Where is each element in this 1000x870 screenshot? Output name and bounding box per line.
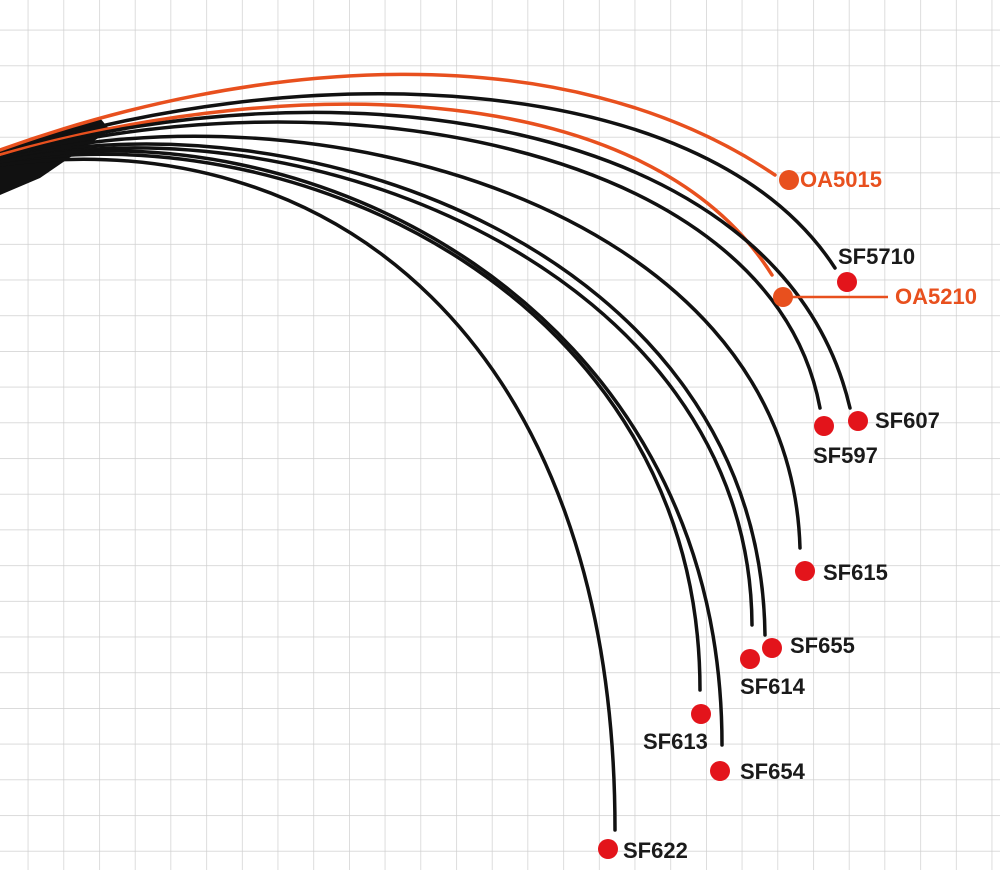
rod-curve <box>0 92 837 270</box>
rod-curve <box>0 110 852 410</box>
tip-dot <box>795 561 815 581</box>
rod-curve <box>0 157 617 832</box>
rod-curve <box>0 142 767 637</box>
tip-dot <box>779 170 799 190</box>
rod-curve <box>0 146 754 627</box>
tip-dot <box>848 411 868 431</box>
tip-dot <box>598 839 618 859</box>
rod-label: SF655 <box>790 633 855 658</box>
rod-label: SF607 <box>875 408 940 433</box>
tip-dot <box>814 416 834 436</box>
rod-label: SF597 <box>813 443 878 468</box>
rod-curve <box>0 120 822 410</box>
tip-dot <box>773 287 793 307</box>
rod-curve <box>0 102 774 277</box>
rod-curve <box>0 72 777 177</box>
rod-curve <box>0 152 702 692</box>
tip-dot <box>740 649 760 669</box>
rod-curve <box>0 149 724 747</box>
tip-dot <box>691 704 711 724</box>
tip-dot <box>837 272 857 292</box>
rod-label: SF615 <box>823 560 888 585</box>
rod-labels: OA5015 SF5710 OA5210 SF607 SF597 SF615 SF655 SF… <box>598 167 977 863</box>
rod-label: OA5015 <box>800 167 882 192</box>
tip-dot <box>762 638 782 658</box>
rod-label: OA5210 <box>895 284 977 309</box>
rod-curve <box>0 134 802 550</box>
rod-label: SF614 <box>740 674 806 699</box>
rod-label: SF654 <box>740 759 806 784</box>
rod-curves <box>0 72 852 832</box>
tip-dot <box>710 761 730 781</box>
rod-label: SF622 <box>623 838 688 863</box>
rod-label: SF613 <box>643 729 708 754</box>
rod-label: SF5710 <box>838 244 915 269</box>
